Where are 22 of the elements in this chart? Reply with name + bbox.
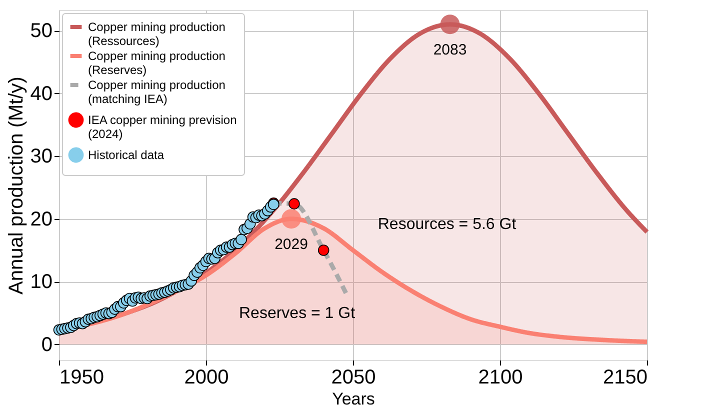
y-tick-label: 40: [30, 82, 52, 105]
legend-label: IEA copper mining prevision (2024): [88, 113, 237, 141]
legend-label: Copper mining production (Ressources): [88, 20, 226, 48]
y-tick-label: 0: [41, 334, 52, 356]
x-tick-label: 2050: [331, 366, 376, 388]
x-tick-label: 1950: [60, 366, 104, 388]
annotation: Reserves = 1 Gt: [238, 305, 356, 322]
annotation: 2029: [274, 236, 308, 253]
y-axis-title: Annual production (Mt/y): [5, 76, 28, 294]
x-axis-title: Years: [332, 390, 375, 408]
x-tick-label: 2100: [478, 366, 523, 388]
y-tick-label: 10: [30, 271, 52, 294]
y-tick-label: 50: [30, 20, 52, 42]
legend-label: Historical data: [88, 148, 164, 162]
x-tick-label: 2150: [603, 366, 648, 388]
y-tick-label: 30: [30, 146, 52, 168]
annotation: Resources = 5.6 Gt: [378, 216, 517, 233]
annotation: 2083: [433, 41, 467, 58]
legend-label: Copper mining production (matching IEA): [88, 78, 226, 106]
x-tick-label: 2000: [184, 366, 229, 388]
legend-label: Copper mining production (Reserves): [88, 49, 226, 77]
y-tick-label: 20: [30, 208, 52, 230]
